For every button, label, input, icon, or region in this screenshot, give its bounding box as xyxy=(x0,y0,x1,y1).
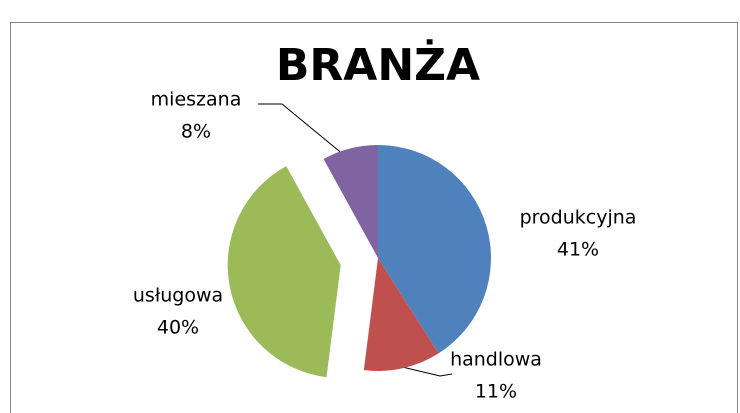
chart-title: BRANŻA xyxy=(276,38,480,91)
pie-slice xyxy=(227,166,341,378)
slice-value: 11% xyxy=(475,381,517,403)
slice-value: 8% xyxy=(181,121,211,143)
slice-label: produkcyjna xyxy=(520,207,637,229)
pie-slice xyxy=(378,145,492,354)
slice-value: 40% xyxy=(157,317,199,339)
pie-slice xyxy=(323,145,378,258)
slice-label: usługowa xyxy=(133,285,223,307)
slice-label: mieszana xyxy=(151,89,242,111)
pie-slice xyxy=(363,258,439,371)
leader-line xyxy=(397,365,453,377)
slice-value: 41% xyxy=(557,239,599,261)
slice-label: handlowa xyxy=(450,349,542,371)
leader-line xyxy=(258,103,351,161)
